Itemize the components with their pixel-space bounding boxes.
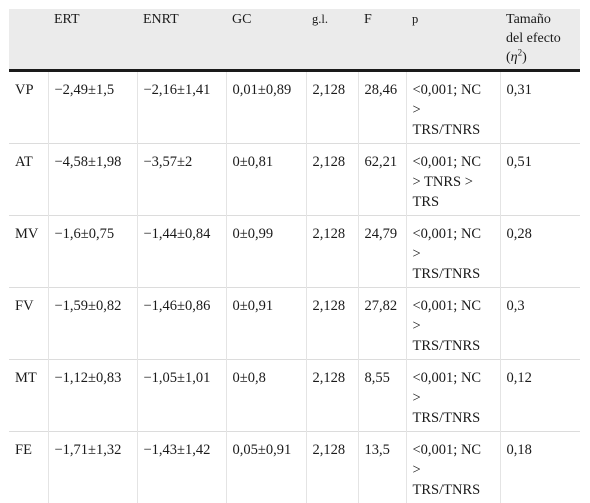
- cell-effect: 0,31: [500, 71, 580, 144]
- header-effect-paren-close: ): [522, 50, 527, 65]
- cell-p-line: >: [413, 462, 421, 478]
- cell-f: 24,79: [358, 216, 406, 288]
- cell-p: <0,001; NC > TRS/TNRS: [406, 216, 500, 288]
- cell-p-line: TRS/TNRS: [413, 482, 481, 498]
- cell-p-line: <0,001; NC: [413, 82, 482, 98]
- cell-gc: 0,01±0,89: [226, 71, 306, 144]
- cell-enrt: −2,16±1,41: [137, 71, 226, 144]
- cell-enrt: −1,44±0,84: [137, 216, 226, 288]
- cell-f: 8,55: [358, 360, 406, 432]
- table-row: FV −1,59±0,82 −1,46±0,86 0±0,91 2,128 27…: [9, 288, 580, 360]
- cell-p: <0,001; NC > TRS/TNRS: [406, 288, 500, 360]
- table-row: VP −2,49±1,5 −2,16±1,41 0,01±0,89 2,128 …: [9, 71, 580, 144]
- row-label: FE: [9, 432, 48, 503]
- eta-symbol: η: [511, 50, 518, 65]
- cell-f: 62,21: [358, 144, 406, 216]
- cell-effect: 0,12: [500, 360, 580, 432]
- header-gc: GC: [226, 9, 306, 71]
- cell-gl: 2,128: [306, 71, 358, 144]
- cell-gl: 2,128: [306, 144, 358, 216]
- cell-ert: −1,12±0,83: [48, 360, 137, 432]
- cell-gl: 2,128: [306, 216, 358, 288]
- cell-gc: 0±0,81: [226, 144, 306, 216]
- cell-p: <0,001; NC > TRS/TNRS: [406, 360, 500, 432]
- cell-gc: 0,05±0,91: [226, 432, 306, 503]
- cell-p-line: TRS/TNRS: [413, 122, 481, 138]
- header-effect-size: Tamaño del efecto (η2): [500, 9, 580, 71]
- cell-p-line: <0,001; NC: [413, 154, 482, 170]
- cell-p-line: >: [413, 390, 421, 406]
- cell-f: 28,46: [358, 71, 406, 144]
- cell-effect: 0,3: [500, 288, 580, 360]
- row-label: MV: [9, 216, 48, 288]
- results-table: ERT ENRT GC g.l. F p Tamaño del efecto (…: [9, 9, 580, 503]
- cell-p: <0,001; NC > TNRS > TRS: [406, 144, 500, 216]
- cell-p-line: <0,001; NC: [413, 226, 482, 242]
- cell-p-line: >: [413, 318, 421, 334]
- cell-enrt: −1,43±1,42: [137, 432, 226, 503]
- cell-p: <0,001; NC > TRS/TNRS: [406, 432, 500, 503]
- table-row: FE −1,71±1,32 −1,43±1,42 0,05±0,91 2,128…: [9, 432, 580, 503]
- cell-p-line: <0,001; NC: [413, 298, 482, 314]
- header-f: F: [358, 9, 406, 71]
- cell-p-line: > TNRS >: [413, 174, 473, 190]
- row-label: MT: [9, 360, 48, 432]
- table-row: AT −4,58±1,98 −3,57±2 0±0,81 2,128 62,21…: [9, 144, 580, 216]
- cell-p-line: >: [413, 102, 421, 118]
- header-ert: ERT: [48, 9, 137, 71]
- cell-p: <0,001; NC > TRS/TNRS: [406, 71, 500, 144]
- cell-effect: 0,18: [500, 432, 580, 503]
- table-body: VP −2,49±1,5 −2,16±1,41 0,01±0,89 2,128 …: [9, 71, 580, 503]
- cell-effect: 0,28: [500, 216, 580, 288]
- table-header: ERT ENRT GC g.l. F p Tamaño del efecto (…: [9, 9, 580, 71]
- header-effect-line2: del efecto: [506, 31, 561, 46]
- cell-p-line: >: [413, 246, 421, 262]
- table-row: MT −1,12±0,83 −1,05±1,01 0±0,8 2,128 8,5…: [9, 360, 580, 432]
- row-label: FV: [9, 288, 48, 360]
- cell-enrt: −3,57±2: [137, 144, 226, 216]
- row-label: VP: [9, 71, 48, 144]
- results-table-container: ERT ENRT GC g.l. F p Tamaño del efecto (…: [9, 9, 580, 503]
- cell-ert: −1,59±0,82: [48, 288, 137, 360]
- header-effect-line1: Tamaño: [506, 12, 551, 27]
- cell-ert: −2,49±1,5: [48, 71, 137, 144]
- header-gl: g.l.: [306, 9, 358, 71]
- cell-p-line: <0,001; NC: [413, 442, 482, 458]
- cell-ert: −4,58±1,98: [48, 144, 137, 216]
- cell-enrt: −1,05±1,01: [137, 360, 226, 432]
- cell-f: 13,5: [358, 432, 406, 503]
- cell-gl: 2,128: [306, 360, 358, 432]
- header-label-column: [9, 9, 48, 71]
- cell-f: 27,82: [358, 288, 406, 360]
- cell-p-line: TRS/TNRS: [413, 266, 481, 282]
- cell-ert: −1,6±0,75: [48, 216, 137, 288]
- header-enrt: ENRT: [137, 9, 226, 71]
- header-p: p: [406, 9, 500, 71]
- cell-gc: 0±0,8: [226, 360, 306, 432]
- cell-gc: 0±0,99: [226, 216, 306, 288]
- cell-p-line: TRS/TNRS: [413, 410, 481, 426]
- cell-enrt: −1,46±0,86: [137, 288, 226, 360]
- cell-p-line: <0,001; NC: [413, 370, 482, 386]
- header-row: ERT ENRT GC g.l. F p Tamaño del efecto (…: [9, 9, 580, 71]
- cell-gl: 2,128: [306, 432, 358, 503]
- cell-gl: 2,128: [306, 288, 358, 360]
- row-label: AT: [9, 144, 48, 216]
- table-row: MV −1,6±0,75 −1,44±0,84 0±0,99 2,128 24,…: [9, 216, 580, 288]
- cell-gc: 0±0,91: [226, 288, 306, 360]
- cell-ert: −1,71±1,32: [48, 432, 137, 503]
- cell-p-line: TRS: [413, 194, 440, 210]
- cell-effect: 0,51: [500, 144, 580, 216]
- cell-p-line: TRS/TNRS: [413, 338, 481, 354]
